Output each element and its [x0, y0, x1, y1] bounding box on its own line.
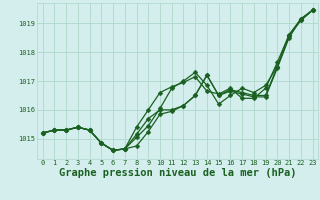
X-axis label: Graphe pression niveau de la mer (hPa): Graphe pression niveau de la mer (hPa) — [59, 168, 296, 178]
